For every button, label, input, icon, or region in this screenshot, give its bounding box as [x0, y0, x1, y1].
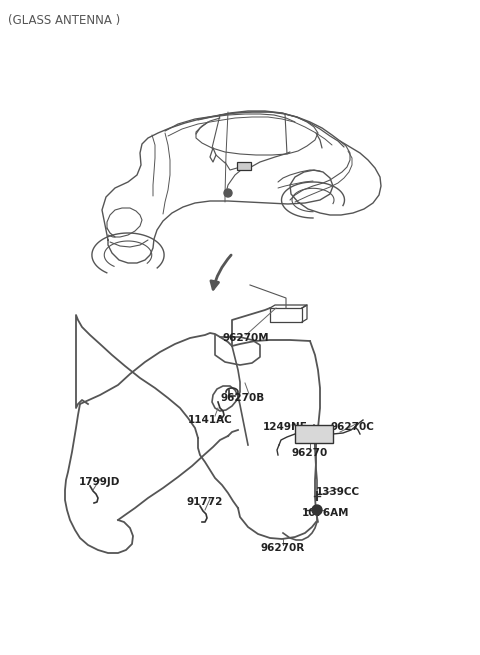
Circle shape [312, 505, 322, 515]
Text: 96270: 96270 [292, 448, 328, 458]
Bar [237, 162, 251, 170]
Text: 96270M: 96270M [223, 333, 269, 343]
Text: 1799JD: 1799JD [79, 477, 120, 487]
Bar [295, 425, 333, 443]
Text: 1339CC: 1339CC [316, 487, 360, 497]
Text: 91772: 91772 [187, 497, 223, 507]
Text: 1076AM: 1076AM [302, 508, 350, 518]
Text: 96270B: 96270B [221, 393, 265, 403]
Text: 96270C: 96270C [330, 422, 374, 432]
Text: 96270R: 96270R [261, 543, 305, 553]
Text: (GLASS ANTENNA ): (GLASS ANTENNA ) [8, 14, 120, 27]
Text: 1249NE: 1249NE [263, 422, 307, 432]
Text: 1141AC: 1141AC [188, 415, 232, 425]
Circle shape [224, 189, 232, 197]
